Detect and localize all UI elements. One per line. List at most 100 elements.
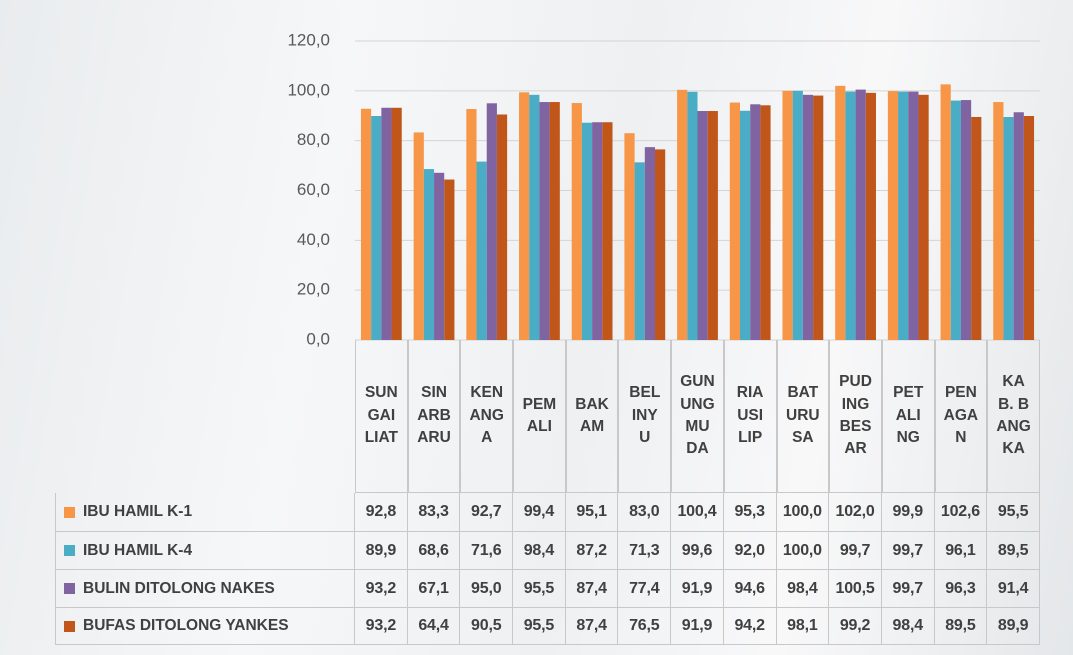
x-tick-label: BATURUSA — [777, 340, 830, 493]
x-tick-label: RIAUSILIP — [724, 340, 777, 493]
data-label: 93,2 — [355, 570, 408, 608]
data-label: 77,4 — [618, 570, 671, 608]
bar — [1003, 117, 1013, 340]
bar — [582, 123, 592, 340]
data-label: 91,9 — [671, 570, 724, 608]
bar — [477, 162, 487, 340]
data-label: 83,3 — [408, 493, 461, 532]
data-label: 93,2 — [355, 608, 408, 645]
bar — [529, 95, 539, 340]
bar — [687, 92, 697, 340]
legend-label: BUFAS DITOLONG YANKES — [83, 617, 289, 635]
data-label: 99,6 — [671, 532, 724, 570]
data-label: 94,2 — [724, 608, 777, 645]
data-label: 95,3 — [724, 493, 777, 532]
bar — [444, 180, 454, 340]
data-label: 100,0 — [777, 532, 830, 570]
bar — [698, 111, 708, 340]
data-label: 99,2 — [829, 608, 882, 645]
data-label: 99,4 — [513, 493, 566, 532]
bar — [466, 109, 476, 340]
data-label: 64,4 — [408, 608, 461, 645]
bar — [572, 103, 582, 340]
data-label: 87,4 — [566, 608, 619, 645]
x-tick-label: PETALING — [882, 340, 935, 493]
bar — [793, 91, 803, 340]
legend-swatch — [64, 583, 75, 594]
page: {"chart_data": {"type": "bar", "categori… — [0, 0, 1073, 655]
bar — [730, 103, 740, 340]
data-label: 98,4 — [777, 570, 830, 608]
data-label: 95,5 — [513, 570, 566, 608]
data-label: 83,0 — [618, 493, 671, 532]
y-tick-label: 40,0 — [297, 230, 330, 249]
bar — [1024, 116, 1034, 340]
data-label: 67,1 — [408, 570, 461, 608]
bar — [803, 95, 813, 340]
bar — [813, 96, 823, 340]
data-label: 99,7 — [829, 532, 882, 570]
bar — [1014, 112, 1024, 340]
bar — [539, 102, 549, 340]
data-label: 89,5 — [987, 532, 1040, 570]
data-label: 89,9 — [987, 608, 1040, 645]
bar — [971, 117, 981, 340]
data-label: 87,2 — [566, 532, 619, 570]
legend-entry: IBU HAMIL K-4 — [55, 532, 355, 570]
data-label: 96,1 — [935, 532, 988, 570]
legend-label: IBU HAMIL K-1 — [83, 503, 192, 521]
x-tick-label: PUDINGBESAR — [829, 340, 882, 493]
bar — [941, 84, 951, 340]
bar — [835, 86, 845, 340]
data-label: 91,4 — [987, 570, 1040, 608]
bar — [740, 111, 750, 340]
data-label: 100,5 — [829, 570, 882, 608]
data-label: 102,0 — [829, 493, 882, 532]
bar — [550, 102, 560, 340]
data-label: 95,5 — [987, 493, 1040, 532]
bar — [371, 116, 381, 340]
bar — [381, 108, 391, 340]
bar — [993, 102, 1003, 340]
legend-swatch — [64, 621, 75, 632]
data-label: 98,4 — [513, 532, 566, 570]
bar — [392, 108, 402, 340]
data-label: 71,3 — [618, 532, 671, 570]
data-label: 89,9 — [355, 532, 408, 570]
data-label: 102,6 — [935, 493, 988, 532]
x-tick-label: SUNGAILIAT — [355, 340, 408, 493]
data-label: 99,9 — [882, 493, 935, 532]
data-label: 92,0 — [724, 532, 777, 570]
data-label: 94,6 — [724, 570, 777, 608]
x-tick-label: BAKAM — [566, 340, 619, 493]
data-label: 99,7 — [882, 570, 935, 608]
data-label: 99,7 — [882, 532, 935, 570]
legend-swatch — [64, 507, 75, 518]
bar — [845, 92, 855, 340]
x-tick-label: BELINYU — [618, 340, 671, 493]
bar — [487, 103, 497, 340]
bar — [519, 92, 529, 340]
bar — [602, 122, 612, 340]
data-label: 76,5 — [618, 608, 671, 645]
data-label: 68,6 — [408, 532, 461, 570]
legend-entry: IBU HAMIL K-1 — [55, 493, 355, 532]
data-label: 95,0 — [460, 570, 513, 608]
x-tick-label: SINARBARU — [408, 340, 461, 493]
bar — [760, 105, 770, 340]
data-label: 91,9 — [671, 608, 724, 645]
data-label: 98,4 — [882, 608, 935, 645]
x-tick-label: GUNUNGMUDA — [671, 340, 724, 493]
bar — [898, 92, 908, 340]
data-label: 92,7 — [460, 493, 513, 532]
bar — [888, 91, 898, 340]
data-label: 95,1 — [566, 493, 619, 532]
data-label: 96,3 — [935, 570, 988, 608]
bar — [635, 162, 645, 340]
data-label: 87,4 — [566, 570, 619, 608]
bar — [624, 133, 634, 340]
data-label: 100,4 — [671, 493, 724, 532]
data-label: 100,0 — [777, 493, 830, 532]
y-tick-label: 120,0 — [287, 30, 330, 49]
